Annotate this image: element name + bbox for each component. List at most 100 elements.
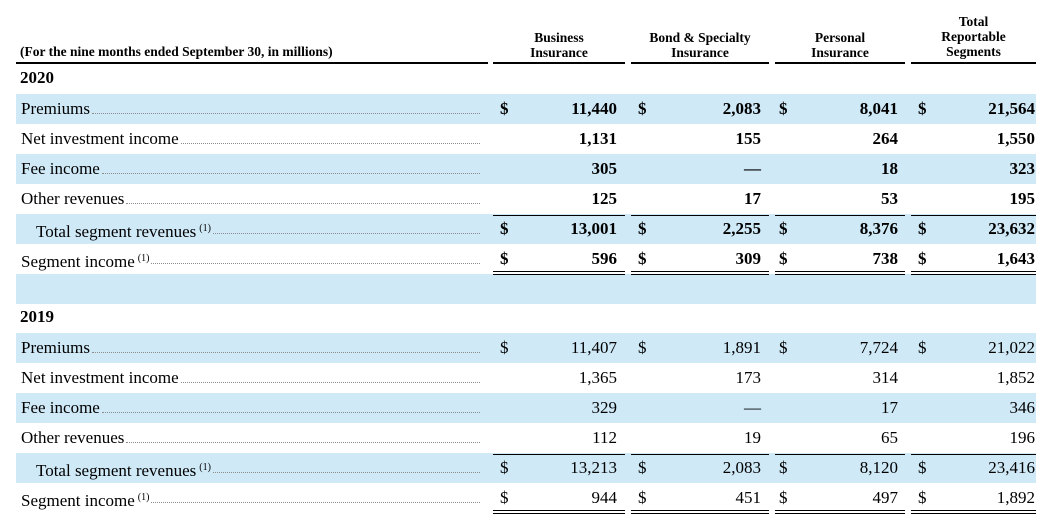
cell-value: 7,724 bbox=[859, 338, 898, 357]
cell-value: 125 bbox=[591, 189, 618, 208]
cell-value: 1,892 bbox=[996, 488, 1035, 507]
row-label-text: Premiums bbox=[21, 99, 90, 118]
cell-value: 11,440 bbox=[571, 99, 617, 118]
row-label: Segment income (1) bbox=[21, 244, 149, 274]
dot-leader bbox=[126, 442, 480, 443]
cell-value: 2,255 bbox=[722, 219, 761, 238]
dot-leader bbox=[212, 233, 480, 234]
currency-symbol: $ bbox=[918, 338, 927, 357]
cell-value: 173 bbox=[735, 368, 762, 387]
double-underline bbox=[493, 510, 625, 514]
header-rule bbox=[911, 62, 1036, 64]
table-row: Total segment revenues (1) $13,213 $2,083 $8… bbox=[16, 453, 1036, 483]
header-rule bbox=[775, 62, 905, 64]
column-header-bond-specialty-insurance: Bond & Specialty Insurance bbox=[649, 30, 751, 60]
double-underline bbox=[493, 271, 625, 275]
row-label-text: Net investment income bbox=[21, 368, 179, 387]
double-underline bbox=[911, 271, 1036, 275]
row-label-text: Premiums bbox=[21, 338, 90, 357]
cell-value: 17 bbox=[881, 398, 898, 417]
row-label: Fee income bbox=[21, 154, 100, 184]
cell-value: 13,001 bbox=[570, 219, 617, 238]
total-rule bbox=[493, 454, 625, 455]
currency-symbol: $ bbox=[779, 249, 788, 268]
double-underline bbox=[631, 510, 769, 514]
cell-value: 19 bbox=[744, 428, 761, 447]
cell-value: 346 bbox=[1009, 398, 1036, 417]
row-label: Net investment income bbox=[21, 363, 179, 393]
table-row: Segment income (1) $944 $451 $497 $1,892 bbox=[16, 483, 1036, 513]
cell-value: 323 bbox=[1009, 159, 1036, 178]
footnote-marker: (1) bbox=[137, 492, 150, 503]
cell-value: 23,632 bbox=[988, 219, 1035, 238]
table-caption: (For the nine months ended September 30,… bbox=[20, 44, 333, 59]
cell-value: 155 bbox=[735, 129, 762, 148]
cell-value: 112 bbox=[592, 428, 617, 447]
currency-symbol: $ bbox=[918, 249, 927, 268]
column-header-business-insurance: Business Insurance bbox=[530, 30, 588, 60]
total-rule bbox=[911, 215, 1036, 216]
table-row: Net investment income 1,131 155 264 1,550 bbox=[16, 124, 1036, 154]
currency-symbol: $ bbox=[500, 338, 509, 357]
header-rule bbox=[631, 62, 769, 64]
dot-leader bbox=[101, 173, 480, 174]
currency-symbol: $ bbox=[918, 219, 927, 238]
table-row: Total segment revenues (1) $13,001 $2,255 $8… bbox=[16, 214, 1036, 244]
total-rule bbox=[911, 454, 1036, 455]
cell-value: 65 bbox=[881, 428, 898, 447]
dot-leader bbox=[180, 382, 480, 383]
cell-value: 305 bbox=[591, 159, 618, 178]
cell-value: 1,365 bbox=[578, 368, 617, 387]
table-row: Net investment income 1,365 173 314 1,852 bbox=[16, 363, 1036, 393]
currency-symbol: $ bbox=[779, 488, 788, 507]
currency-symbol: $ bbox=[918, 488, 927, 507]
cell-value: 196 bbox=[1009, 428, 1036, 447]
row-label-text: Other revenues bbox=[21, 189, 125, 208]
currency-symbol: $ bbox=[779, 99, 788, 118]
dot-leader bbox=[91, 113, 480, 114]
cell-value: 11,407 bbox=[570, 338, 617, 357]
cell-value: 1,643 bbox=[996, 249, 1035, 268]
cell-value: 18 bbox=[881, 159, 898, 178]
dot-leader bbox=[212, 472, 480, 473]
dot-leader bbox=[151, 263, 480, 264]
double-underline bbox=[775, 271, 905, 275]
cell-value: 314 bbox=[872, 368, 899, 387]
row-label: Segment income (1) bbox=[21, 483, 149, 513]
total-rule bbox=[493, 215, 625, 216]
cell-value: 1,852 bbox=[996, 368, 1035, 387]
cell-value: 8,041 bbox=[859, 99, 898, 118]
section-year: 2019 bbox=[20, 307, 54, 326]
dot-leader bbox=[151, 502, 480, 503]
cell-value: 21,022 bbox=[988, 338, 1035, 357]
cell-value: — bbox=[744, 398, 761, 417]
currency-symbol: $ bbox=[500, 219, 509, 238]
cell-value: 8,376 bbox=[859, 219, 898, 238]
row-label: Total segment revenues (1) bbox=[36, 453, 211, 483]
column-header-total-reportable-segments: Total Reportable Segments bbox=[941, 14, 1006, 59]
table-row: Premiums $11,440 $2,083 $8,041 $21,564 bbox=[16, 94, 1036, 124]
row-label: Premiums bbox=[21, 94, 90, 124]
row-label: Net investment income bbox=[21, 124, 179, 154]
currency-symbol: $ bbox=[638, 99, 647, 118]
cell-value: 21,564 bbox=[988, 99, 1035, 118]
cell-value: 1,131 bbox=[578, 129, 617, 148]
currency-symbol: $ bbox=[918, 99, 927, 118]
currency-symbol: $ bbox=[500, 458, 509, 477]
cell-value: 53 bbox=[881, 189, 898, 208]
table-row: Other revenues 125 17 53 195 bbox=[16, 184, 1036, 214]
cell-value: 451 bbox=[735, 488, 762, 507]
cell-value: 23,416 bbox=[988, 458, 1035, 477]
row-label-text: Fee income bbox=[21, 398, 100, 417]
row-label: Other revenues bbox=[21, 423, 124, 453]
double-underline bbox=[775, 510, 905, 514]
row-label: Premiums bbox=[21, 333, 90, 363]
currency-symbol: $ bbox=[638, 488, 647, 507]
currency-symbol: $ bbox=[500, 99, 509, 118]
row-label-text: Fee income bbox=[21, 159, 100, 178]
cell-value: 596 bbox=[591, 249, 618, 268]
double-underline bbox=[631, 271, 769, 275]
table-row: Fee income 329 — 17 346 bbox=[16, 393, 1036, 423]
currency-symbol: $ bbox=[779, 338, 788, 357]
